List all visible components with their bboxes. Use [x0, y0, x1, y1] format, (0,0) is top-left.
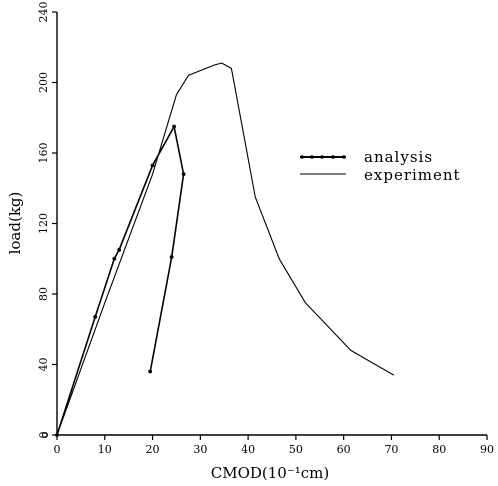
legend-marker: [300, 155, 304, 159]
y-tick-label: 200: [37, 72, 50, 93]
x-tick-label: 40: [241, 443, 255, 456]
x-tick-label: 70: [384, 443, 398, 456]
legend-entry-analysis: analysis: [300, 148, 433, 166]
data-point-analysis: [112, 256, 117, 261]
data-point-analysis: [169, 255, 174, 259]
legend: analysis experiment: [300, 148, 461, 184]
legend-marker: [331, 155, 335, 159]
y-axis-title: load(kg): [6, 192, 24, 255]
axes: [56, 12, 487, 436]
x-tick-label: 90: [480, 443, 494, 456]
x-tick-label: 10: [98, 443, 112, 456]
y-tick-label: 40: [37, 358, 50, 372]
x-tick-label: 50: [289, 443, 303, 456]
series-line-analysis: [56, 125, 185, 436]
data-point-analysis: [148, 369, 153, 374]
y-tick-label: 240: [37, 2, 50, 23]
legend-marker: [320, 155, 324, 159]
y-tick-label: 160: [37, 143, 50, 164]
data-point-analysis: [93, 315, 98, 319]
data-point-analysis: [150, 163, 155, 168]
x-tick-label: 30: [193, 443, 207, 456]
series-line-experiment: [56, 62, 395, 436]
y-tick-label: 0: [37, 432, 50, 439]
legend-label-experiment: experiment: [364, 166, 461, 184]
x-ticks: 0 10 20 30 40 50 60 70 80 90: [54, 435, 494, 456]
y-tick-label: 120: [37, 213, 50, 234]
legend-marker: [310, 155, 314, 159]
x-tick-label: 20: [146, 443, 160, 456]
series-layer: [42, 62, 395, 438]
x-tick-label: 60: [337, 443, 351, 456]
origin-marker: [42, 432, 48, 438]
x-tick-label: 80: [432, 443, 446, 456]
x-tick-label: 0: [54, 443, 61, 456]
y-tick-label: 80: [37, 287, 50, 301]
legend-marker: [342, 155, 346, 159]
legend-label-analysis: analysis: [364, 148, 433, 166]
y-ticks: 0 40 80 120 160 200 240: [37, 2, 57, 439]
x-axis-title: CMOD(10⁻¹cm): [211, 464, 330, 482]
legend-entry-experiment: experiment: [300, 166, 461, 184]
data-point-analysis: [181, 172, 186, 177]
data-point-analysis: [117, 248, 122, 252]
data-point-analysis: [172, 124, 176, 129]
